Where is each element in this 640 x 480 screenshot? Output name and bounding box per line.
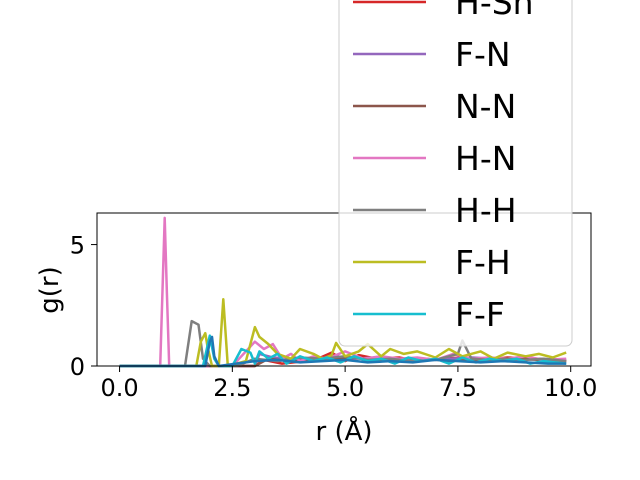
legend-label: H-Sn	[455, 0, 534, 22]
legend-label: F-F	[455, 295, 505, 334]
x-tick-label: 0.0	[100, 374, 138, 402]
series-line-f-f	[119, 334, 567, 368]
legend-label: H-H	[455, 191, 517, 230]
legend-label: H-N	[455, 139, 516, 178]
x-axis: 0.0 2.5 5.0 7.5 10.0	[100, 366, 597, 402]
y-axis: 05	[70, 232, 97, 381]
legend-box	[338, 0, 573, 347]
legend-label: F-H	[455, 243, 511, 282]
legend: H-Sn F-N N-N H-N H-H F-H F-F	[338, 0, 573, 347]
x-tick-label: 5.0	[326, 374, 364, 402]
y-tick-label: 5	[70, 232, 85, 260]
x-axis-label: r (Å)	[315, 415, 372, 447]
x-tick-label: 2.5	[213, 374, 251, 402]
legend-label: N-N	[455, 87, 516, 126]
y-axis-label: g(r)	[35, 266, 65, 313]
x-tick-label: 10.0	[544, 374, 597, 402]
legend-label: F-N	[455, 35, 511, 74]
x-tick-label: 7.5	[439, 374, 477, 402]
y-tick-label: 0	[70, 353, 85, 381]
series-line-extra	[119, 335, 567, 368]
